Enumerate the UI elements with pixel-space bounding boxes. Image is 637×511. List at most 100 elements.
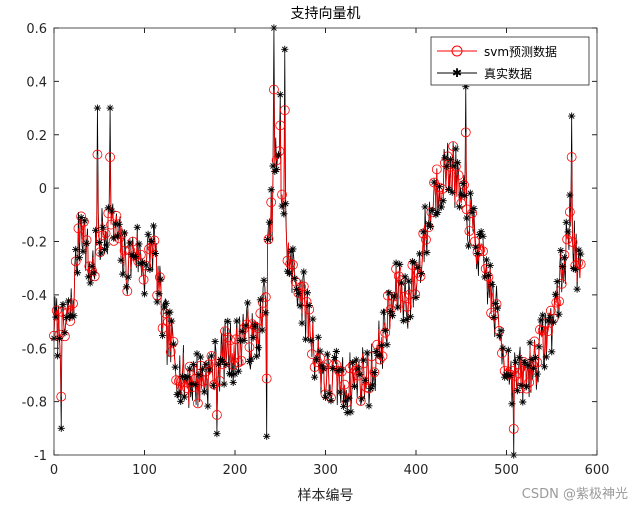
real-point <box>535 343 543 351</box>
real-point <box>211 337 219 346</box>
real-point <box>472 243 480 251</box>
real-point <box>526 339 534 347</box>
real-point <box>441 154 449 162</box>
real-point <box>508 400 516 408</box>
y-tick-label: -0.6 <box>22 342 47 357</box>
real-point <box>470 204 478 213</box>
svm-point <box>369 367 380 378</box>
svm-point <box>233 357 244 368</box>
real-point <box>151 249 159 258</box>
real-point <box>97 249 105 257</box>
svm-point <box>173 376 184 386</box>
series-real-markers <box>50 24 585 459</box>
real-point <box>298 319 306 327</box>
legend-real-label: 真实数据 <box>484 66 532 81</box>
y-tick-label: -0.8 <box>22 396 47 411</box>
real-point <box>263 235 272 244</box>
svm-point <box>250 321 260 332</box>
svm-point <box>258 297 268 308</box>
svm-point <box>141 260 152 271</box>
real-point <box>439 197 447 205</box>
real-point <box>144 230 152 238</box>
real-point <box>497 327 505 335</box>
x-tick-label: 300 <box>313 463 338 478</box>
svm-point <box>288 259 298 270</box>
real-point <box>263 432 271 440</box>
real-point <box>131 252 140 260</box>
real-point <box>175 389 183 397</box>
real-point <box>577 250 585 258</box>
real-point <box>233 317 241 325</box>
svm-point <box>182 383 192 394</box>
real-point <box>513 387 521 395</box>
real-point <box>557 246 565 255</box>
real-point <box>289 245 297 253</box>
real-point <box>86 279 94 287</box>
x-axis-label: 样本编号 <box>298 488 354 504</box>
real-point <box>531 354 540 362</box>
real-point <box>110 234 118 242</box>
real-point <box>477 228 485 236</box>
svm-point <box>301 296 312 307</box>
real-point <box>354 365 362 373</box>
real-point <box>90 269 98 277</box>
svm-point <box>355 396 366 406</box>
real-point <box>528 355 536 364</box>
real-point <box>70 312 78 320</box>
real-point <box>555 310 563 318</box>
real-point <box>229 378 237 387</box>
real-point <box>388 312 397 320</box>
real-point <box>171 363 179 371</box>
real-point <box>473 249 482 258</box>
svm-point <box>434 182 445 193</box>
real-point <box>329 364 337 373</box>
real-point <box>347 408 355 416</box>
real-point <box>372 347 380 356</box>
svm-point <box>149 235 160 246</box>
real-point <box>562 218 570 226</box>
real-point <box>462 83 470 91</box>
real-point <box>546 313 554 321</box>
real-point <box>410 259 418 267</box>
axis-ticks: 0 100 200 300 400 500 600 -1 -0.8 -0.6 -0.4 -0.2 0 0.… <box>22 22 610 478</box>
real-point <box>267 186 275 194</box>
svm-point <box>309 362 320 372</box>
real-point <box>222 360 230 369</box>
real-point <box>133 223 141 231</box>
svm-point <box>478 246 488 257</box>
real-point <box>559 262 567 271</box>
real-point <box>378 341 386 350</box>
real-point <box>318 362 326 370</box>
real-point <box>168 317 176 325</box>
real-point <box>124 273 132 281</box>
real-point <box>240 336 248 344</box>
x-tick-label: 600 <box>585 463 610 478</box>
real-point <box>412 293 420 302</box>
plot-area <box>49 24 586 459</box>
real-point <box>573 285 581 293</box>
real-point <box>139 258 147 266</box>
real-point <box>425 220 433 228</box>
y-tick-label: 0.4 <box>26 75 47 90</box>
real-point <box>466 189 474 197</box>
real-point <box>481 273 489 281</box>
real-point <box>155 290 163 298</box>
real-point <box>463 214 471 222</box>
real-point <box>258 326 266 334</box>
real-point <box>321 393 330 401</box>
real-point <box>160 303 169 311</box>
legend-box <box>430 36 590 86</box>
real-point <box>142 261 150 269</box>
real-point <box>182 374 190 382</box>
real-point <box>235 367 243 375</box>
real-point <box>231 370 239 378</box>
real-point <box>281 45 289 53</box>
real-point <box>336 388 344 396</box>
real-point <box>218 357 226 366</box>
real-point <box>296 302 304 310</box>
real-point <box>104 204 112 212</box>
x-tick-label: 0 <box>50 463 58 478</box>
real-point <box>311 373 319 381</box>
svm-point <box>135 249 146 260</box>
real-point <box>146 265 154 273</box>
